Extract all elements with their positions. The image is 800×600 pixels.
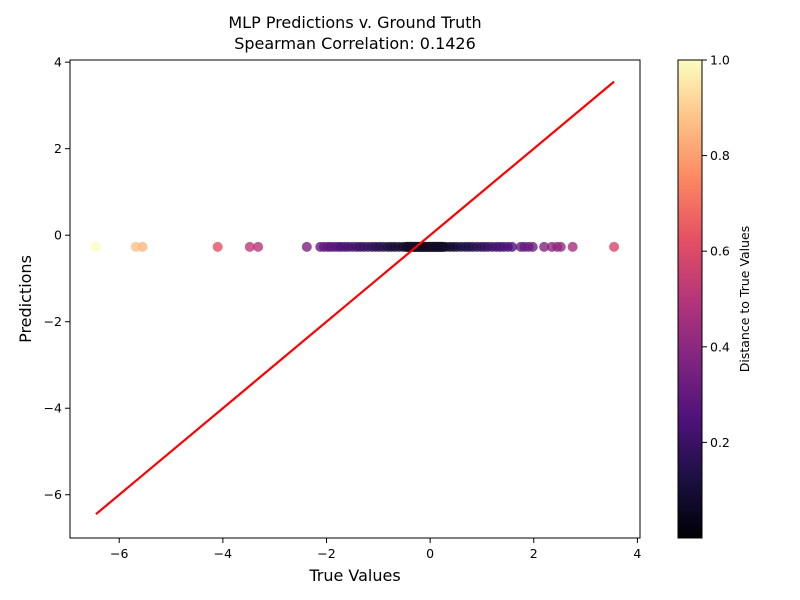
data-point xyxy=(301,241,312,252)
data-point xyxy=(90,241,101,252)
colorbar-tick-label: 0.6 xyxy=(710,244,730,259)
data-point-cluster xyxy=(401,241,449,252)
data-point xyxy=(244,241,255,252)
identity-line xyxy=(95,80,615,516)
data-point xyxy=(546,241,557,252)
x-tick-label: −6 xyxy=(110,546,128,561)
data-point xyxy=(567,241,578,252)
y-tick-label: −2 xyxy=(44,314,62,329)
scatter-points xyxy=(90,241,620,252)
colorbar-tick-label: 0.4 xyxy=(710,339,730,354)
x-tick-label: 0 xyxy=(426,546,434,561)
y-tick-label: 2 xyxy=(54,141,62,156)
colorbar-gradient xyxy=(677,59,703,539)
data-point xyxy=(515,241,526,252)
y-tick-label: −4 xyxy=(44,401,62,416)
y-tick-label: 0 xyxy=(54,228,62,243)
plot-area: −6 −4 −2 0 2 4 −6 −4 −2 0 2 4 xyxy=(44,55,642,561)
y-tick-label: 4 xyxy=(54,55,62,70)
x-tick-label: 4 xyxy=(633,546,641,561)
x-axis-label: True Values xyxy=(308,566,400,585)
y-axis-ticks: −6 −4 −2 0 2 4 xyxy=(44,55,70,502)
colorbar-ticks: 0.2 0.4 0.6 0.8 1.0 xyxy=(702,53,730,450)
colorbar-tick-label: 0.8 xyxy=(710,148,730,163)
data-point xyxy=(253,241,264,252)
data-point xyxy=(212,241,223,252)
colorbar-tick-label: 0.2 xyxy=(710,435,730,450)
chart-title-line-2: Spearman Correlation: 0.1426 xyxy=(234,34,476,53)
x-tick-label: −4 xyxy=(214,546,232,561)
y-axis-label: Predictions xyxy=(16,255,35,343)
y-tick-label: −6 xyxy=(44,487,62,502)
x-tick-label: 2 xyxy=(530,546,538,561)
colorbar-label: Distance to True Values xyxy=(737,226,752,373)
x-tick-label: −2 xyxy=(317,546,335,561)
plot-frame xyxy=(69,59,641,539)
data-point xyxy=(539,241,550,252)
colorbar-tick-label: 1.0 xyxy=(710,53,730,68)
x-axis-ticks: −6 −4 −2 0 2 4 xyxy=(110,538,641,561)
data-point xyxy=(137,241,148,252)
chart-title-line-1: MLP Predictions v. Ground Truth xyxy=(228,13,481,32)
colorbar: 0.2 0.4 0.6 0.8 1.0 Distance to True Values xyxy=(677,53,752,539)
data-point xyxy=(609,241,620,252)
